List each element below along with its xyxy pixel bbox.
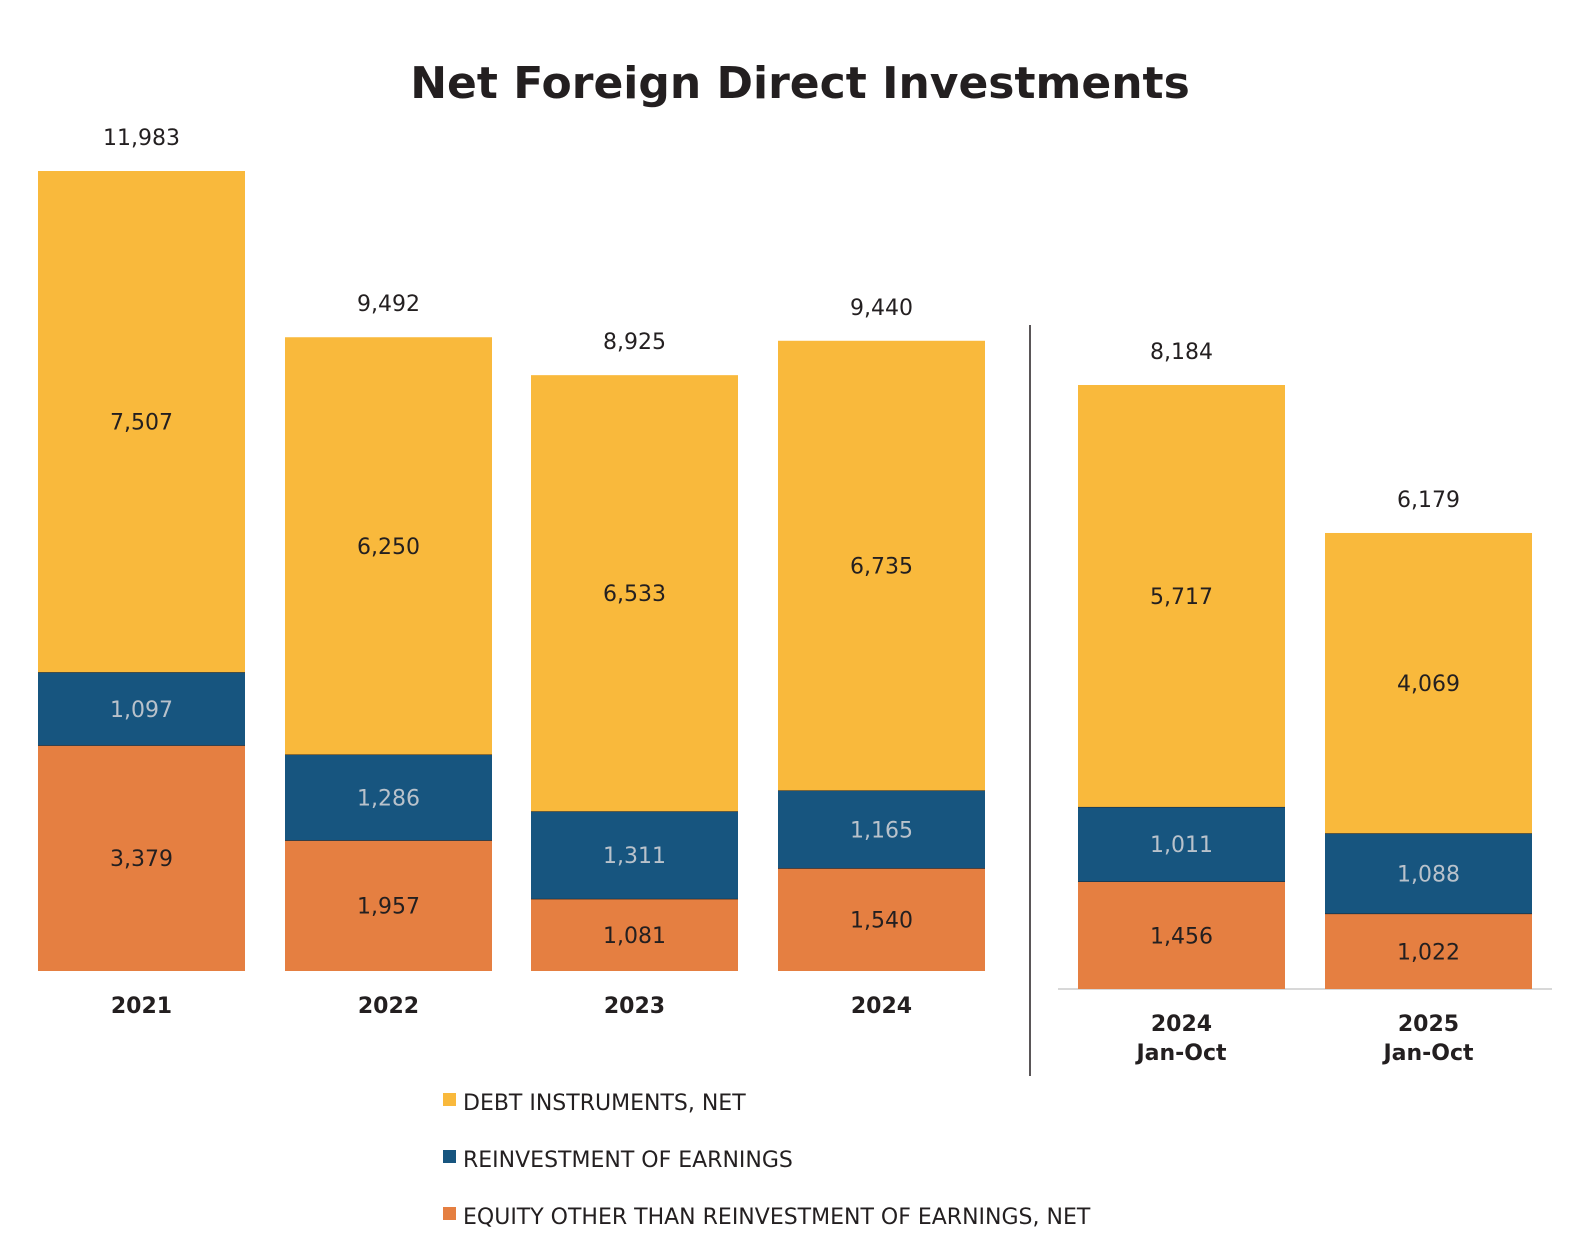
bar-segment bbox=[531, 375, 738, 812]
bar-segment bbox=[1325, 913, 1532, 989]
bar-segment bbox=[778, 790, 985, 869]
bar-segment bbox=[1078, 806, 1285, 882]
bar-segment bbox=[38, 745, 245, 971]
bar-segment bbox=[1325, 833, 1532, 914]
bar-segment bbox=[38, 672, 245, 746]
bar-segment bbox=[531, 811, 738, 899]
total-label: 9,440 bbox=[850, 296, 913, 321]
bar-segment bbox=[285, 754, 492, 841]
total-label: 11,983 bbox=[103, 126, 180, 151]
data-label: 6,533 bbox=[603, 582, 666, 607]
category-label: 2022 bbox=[358, 994, 419, 1019]
bar-segment bbox=[1325, 532, 1532, 834]
bar-segment bbox=[778, 868, 985, 971]
data-label: 1,088 bbox=[1397, 862, 1460, 887]
legend-swatch bbox=[443, 1150, 456, 1163]
data-label: 1,957 bbox=[357, 895, 420, 920]
bar-segment bbox=[1078, 881, 1285, 989]
data-label: 1,081 bbox=[603, 924, 666, 949]
data-label: 5,717 bbox=[1150, 585, 1213, 610]
bar-segment bbox=[285, 840, 492, 971]
data-label: 1,022 bbox=[1397, 940, 1460, 965]
data-label: 7,507 bbox=[110, 411, 173, 436]
category-label: Jan-Oct bbox=[1381, 1041, 1474, 1066]
category-label: 2025 bbox=[1398, 1012, 1459, 1037]
data-label: 1,097 bbox=[110, 698, 173, 723]
legend-label: DEBT INSTRUMENTS, NET bbox=[463, 1091, 746, 1116]
bar-segment bbox=[1078, 385, 1285, 807]
legend-label: EQUITY OTHER THAN REINVESTMENT OF EARNIN… bbox=[463, 1205, 1091, 1230]
total-label: 6,179 bbox=[1397, 488, 1460, 513]
data-label: 1,165 bbox=[850, 818, 913, 843]
legend-swatch bbox=[443, 1207, 456, 1220]
data-label: 4,069 bbox=[1397, 672, 1460, 697]
category-label: 2024 bbox=[851, 994, 912, 1019]
category-label: 2024 bbox=[1151, 1012, 1212, 1037]
data-label: 1,456 bbox=[1150, 924, 1213, 949]
category-label: Jan-Oct bbox=[1134, 1041, 1227, 1066]
chart-title: Net Foreign Direct Investments bbox=[410, 58, 1190, 109]
category-label: 2023 bbox=[604, 994, 665, 1019]
data-label: 1,011 bbox=[1150, 833, 1213, 858]
total-label: 8,925 bbox=[603, 330, 666, 355]
bar-segment bbox=[38, 171, 245, 673]
data-label: 1,311 bbox=[603, 844, 666, 869]
data-label: 6,735 bbox=[850, 555, 913, 580]
total-label: 8,184 bbox=[1150, 340, 1213, 365]
bar-segment bbox=[778, 340, 985, 791]
data-label: 3,379 bbox=[110, 847, 173, 872]
legend-label: REINVESTMENT OF EARNINGS bbox=[463, 1148, 793, 1173]
bar-segment bbox=[285, 337, 492, 755]
data-label: 1,286 bbox=[357, 786, 420, 811]
category-label: 2021 bbox=[111, 994, 172, 1019]
data-label: 6,250 bbox=[357, 535, 420, 560]
data-label: 1,540 bbox=[850, 909, 913, 934]
bar-segment bbox=[531, 898, 738, 971]
total-label: 9,492 bbox=[357, 292, 420, 317]
legend-swatch bbox=[443, 1093, 456, 1106]
